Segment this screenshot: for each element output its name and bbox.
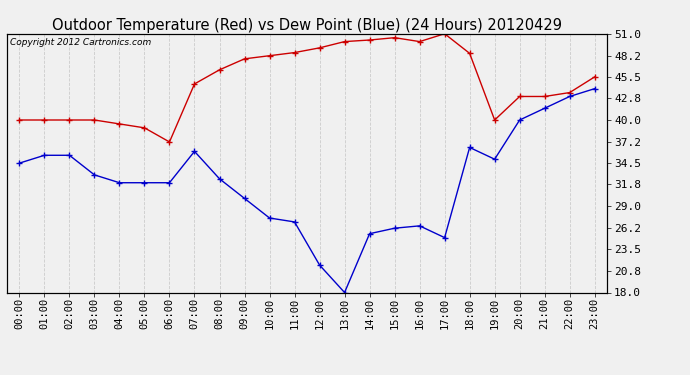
Text: Copyright 2012 Cartronics.com: Copyright 2012 Cartronics.com	[10, 38, 151, 46]
Title: Outdoor Temperature (Red) vs Dew Point (Blue) (24 Hours) 20120429: Outdoor Temperature (Red) vs Dew Point (…	[52, 18, 562, 33]
